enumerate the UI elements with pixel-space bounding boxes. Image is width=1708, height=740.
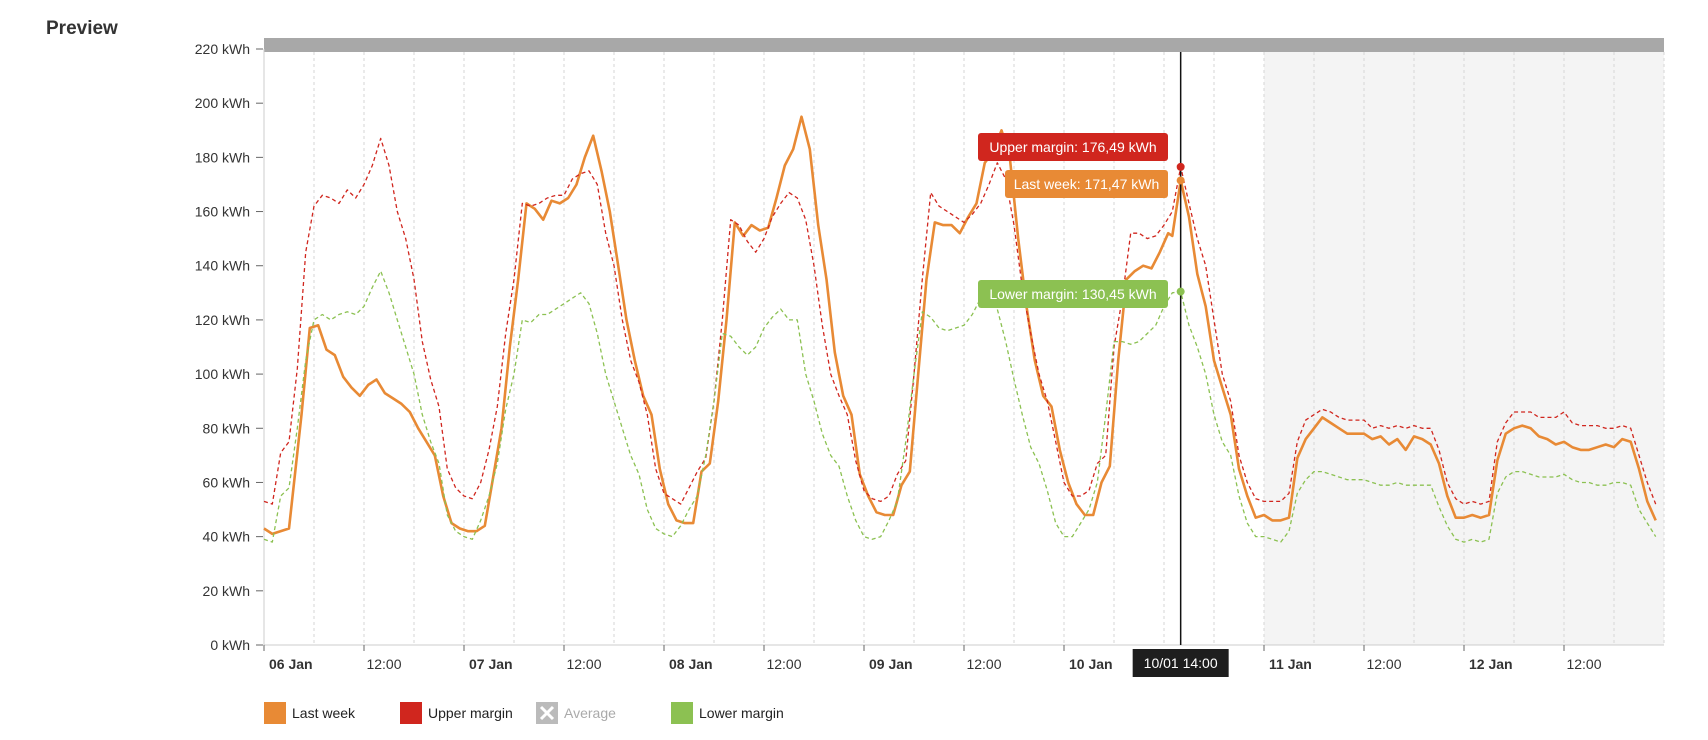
y-tick-label: 160 kWh	[195, 204, 250, 220]
legend-swatch	[400, 702, 422, 724]
tooltip-text: Last week: 171,47 kWh	[1014, 176, 1160, 192]
x-tick-label: 12:00	[1566, 656, 1601, 672]
series-line-last-week[interactable]	[263, 115, 1657, 536]
legend-swatch	[671, 702, 693, 724]
legend-label: Last week	[292, 705, 356, 721]
x-tick-label: 06 Jan	[269, 656, 313, 672]
legend-item-average[interactable]: Average	[536, 702, 616, 724]
y-tick-label: 20 kWh	[203, 583, 250, 599]
series-line-lower-margin[interactable]	[263, 270, 1657, 543]
tooltip-layer: Upper margin: 176,49 kWh Last week: 171,4…	[978, 133, 1185, 308]
hover-marker-lower-margin	[1176, 287, 1185, 296]
y-tick-label: 80 kWh	[203, 420, 250, 436]
y-tick-label: 120 kWh	[195, 312, 250, 328]
legend-item-upper-margin[interactable]: Upper margin	[400, 702, 513, 724]
x-tick-label: 10 Jan	[1069, 656, 1113, 672]
legend-item-last-week[interactable]: Last week	[264, 702, 356, 724]
crosshair-layer: 10/01 14:00	[1132, 52, 1229, 677]
crosshair-x-label: 10/01 14:00	[1144, 655, 1218, 671]
axis-layer: 0 kWh 20 kWh 40 kWh 60 kWh 80 kWh 100 kWh 120 …	[195, 38, 1664, 672]
y-tick-label: 60 kWh	[203, 474, 250, 490]
tooltip-text: Lower margin: 130,45 kWh	[989, 286, 1156, 302]
legend-label: Lower margin	[699, 705, 784, 721]
tooltip-box	[978, 280, 1168, 308]
x-tick-label: 07 Jan	[469, 656, 513, 672]
series-layer	[263, 115, 1657, 543]
x-tick-label: 09 Jan	[869, 656, 913, 672]
x-tick-label: 12 Jan	[1469, 656, 1513, 672]
x-tick-label: 12:00	[966, 656, 1001, 672]
legend[interactable]: Last week Upper margin Average Lower margin	[264, 702, 784, 724]
x-tick-label: 08 Jan	[669, 656, 713, 672]
legend-hidden-x-icon	[539, 705, 555, 721]
legend-label: Average	[564, 705, 616, 721]
y-tick-label: 40 kWh	[203, 529, 250, 545]
range-navigator-bar[interactable]	[264, 38, 1664, 52]
x-tick-label: 12:00	[1366, 656, 1401, 672]
page-title: Preview	[46, 18, 118, 39]
x-tick-label: 12:00	[566, 656, 601, 672]
y-tick-label: 0 kWh	[210, 637, 250, 653]
hover-marker-upper-margin	[1176, 162, 1185, 171]
y-tick-label: 140 kWh	[195, 258, 250, 274]
y-tick-label: 100 kWh	[195, 366, 250, 382]
x-tick-label: 12:00	[766, 656, 801, 672]
legend-label: Upper margin	[428, 705, 513, 721]
legend-item-lower-margin[interactable]: Lower margin	[671, 702, 784, 724]
crosshair-x-label-box	[1132, 649, 1229, 677]
legend-swatch	[264, 702, 286, 724]
hover-marker-last-week	[1176, 176, 1185, 185]
tooltip-box	[978, 133, 1168, 161]
y-tick-label: 220 kWh	[195, 41, 250, 57]
y-tick-label: 200 kWh	[195, 95, 250, 111]
x-tick-label: 12:00	[366, 656, 401, 672]
tooltip-box	[1005, 170, 1168, 198]
x-tick-label: 11 Jan	[1269, 656, 1312, 672]
tooltip-text: Upper margin: 176,49 kWh	[989, 139, 1156, 155]
series-line-upper-margin[interactable]	[263, 137, 1657, 505]
y-tick-label: 180 kWh	[195, 149, 250, 165]
